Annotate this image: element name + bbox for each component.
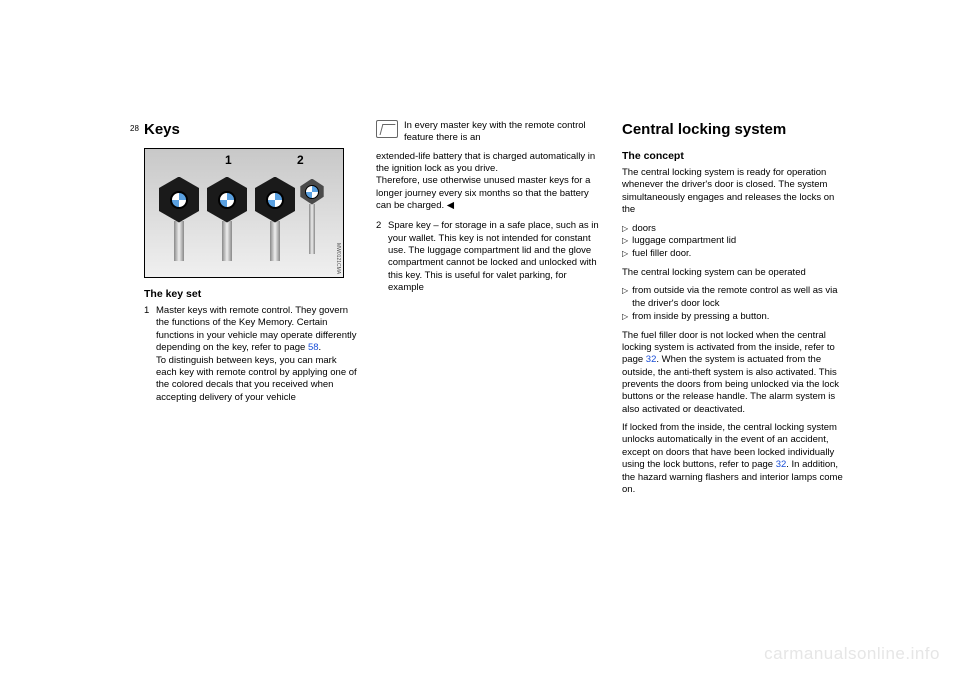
bullet-doors-text: doors: [632, 223, 656, 236]
key-set-figure: 1 2 MW0121CMA: [144, 148, 344, 278]
bullet-outside-text: from outside via the remote control as w…: [632, 285, 850, 311]
column-3: Central locking system The concept The c…: [622, 120, 850, 570]
note-icon: [376, 120, 398, 138]
concept-p1: The central locking system is ready for …: [622, 167, 850, 216]
concept-p4: If locked from the inside, the central l…: [622, 422, 850, 496]
page-link-58[interactable]: 58: [308, 342, 319, 353]
item1-text-a: Master keys with remote control. They go…: [156, 305, 357, 353]
triangle-icon: ▷: [622, 286, 628, 312]
bullet-list-2: ▷from outside via the remote control as …: [622, 285, 850, 323]
list-text-1: Master keys with remote control. They go…: [156, 305, 358, 404]
spare-key-icon: [299, 179, 325, 254]
note-text-a-part: In every master key with the remote cont…: [404, 120, 586, 143]
concept-p2: The central locking system can be operat…: [622, 267, 850, 279]
master-key-3-icon: [255, 177, 295, 261]
bullet-fuel-text: fuel filler door.: [632, 248, 691, 261]
bullet-inside: ▷ from inside by pressing a button.: [622, 311, 850, 324]
triangle-icon: ▷: [622, 312, 628, 325]
triangle-icon: ▷: [622, 249, 628, 262]
bullet-luggage: ▷ luggage compartment lid: [622, 235, 850, 248]
note-text-b: Therefore, use otherwise unused master k…: [376, 175, 590, 211]
note-intro: In every master key with the remote cont…: [404, 120, 604, 145]
list-number-2: 2: [376, 220, 388, 294]
note-end-marker: ◀: [447, 200, 454, 211]
note-block: In every master key with the remote cont…: [376, 120, 604, 145]
bullet-list-1: ▷ doors ▷ luggage compartment lid ▷ fuel fi…: [622, 223, 850, 261]
triangle-icon: ▷: [622, 236, 628, 249]
column-2: In every master key with the remote cont…: [376, 120, 604, 570]
bullet-fuel: ▷ fuel filler door.: [622, 248, 850, 261]
figure-label-2: 2: [297, 153, 304, 169]
page-link-32-b[interactable]: 32: [776, 459, 787, 470]
list-text-2: Spare key – for storage in a safe place,…: [388, 220, 604, 294]
list-item-2: 2 Spare key – for storage in a safe plac…: [376, 220, 604, 294]
page-link-32-a[interactable]: 32: [646, 354, 657, 365]
subhead-key-set: The key set: [144, 288, 358, 302]
page-content: Keys 1 2 MW0121CMA T: [130, 120, 850, 570]
bullet-inside-text: from inside by pressing a button.: [632, 311, 769, 324]
subhead-concept: The concept: [622, 150, 850, 164]
column-1: Keys 1 2 MW0121CMA T: [130, 120, 358, 570]
section-title-keys: Keys: [144, 120, 358, 140]
section-title-central-locking: Central locking system: [622, 120, 850, 140]
note-continued: extended-life battery that is charged au…: [376, 151, 604, 213]
master-key-2-icon: [207, 177, 247, 261]
concept-p3: The fuel filler door is not locked when …: [622, 330, 850, 416]
bullet-outside: ▷from outside via the remote control as …: [622, 285, 850, 311]
triangle-icon: ▷: [622, 224, 628, 237]
figure-code: MW0121CMA: [335, 243, 342, 274]
figure-label-1: 1: [225, 153, 232, 169]
item1-text-b: .: [319, 342, 322, 353]
item1-text-c: To distinguish between keys, you can mar…: [156, 355, 357, 403]
list-item-1: 1 Master keys with remote control. They …: [144, 305, 358, 404]
watermark: carmanualsonline.info: [764, 644, 940, 664]
master-key-1-icon: [159, 177, 199, 261]
bullet-doors: ▷ doors: [622, 223, 850, 236]
bullet-luggage-text: luggage compartment lid: [632, 235, 736, 248]
list-number-1: 1: [144, 305, 156, 404]
